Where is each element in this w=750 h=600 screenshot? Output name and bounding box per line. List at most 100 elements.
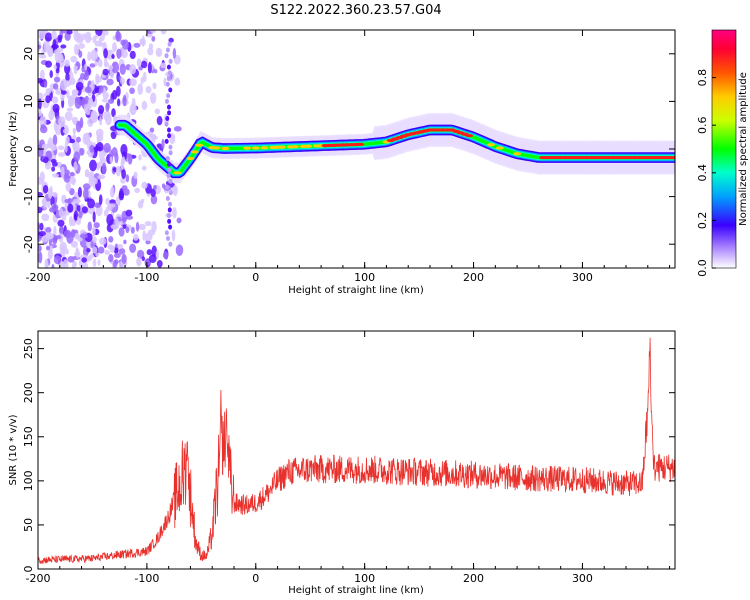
colorbar-gradient bbox=[712, 30, 736, 268]
spectrogram-noise-blob bbox=[109, 245, 115, 253]
spectrogram-noise-blob bbox=[106, 78, 114, 86]
spectrogram-ridge-core bbox=[221, 146, 230, 151]
snr-ylabel: SNR (10 * v/v) bbox=[8, 414, 19, 485]
spectrogram-streak bbox=[165, 156, 170, 162]
spectrogram-noise-blob bbox=[77, 186, 82, 198]
spectrogram-noise-blob bbox=[92, 225, 96, 237]
spectrogram-noise-blob bbox=[113, 247, 119, 254]
spectrogram-noise-blob bbox=[125, 174, 130, 183]
spectrogram-noise-blob bbox=[176, 217, 182, 224]
spectrogram-noise-blob bbox=[112, 259, 118, 268]
spectrogram-noise-blob bbox=[96, 134, 104, 142]
spectrogram-noise-blob bbox=[121, 49, 128, 59]
spectrogram-noise-blob bbox=[47, 45, 54, 58]
spectrogram-streak bbox=[167, 161, 172, 167]
spectrogram-noise-blob bbox=[58, 226, 64, 234]
spectrogram-noise-blob bbox=[145, 86, 152, 94]
spectrogram-y-tick-label: 20 bbox=[22, 47, 35, 61]
spectrogram-noise-blob bbox=[38, 109, 42, 118]
spectrogram-noise-blob bbox=[58, 116, 66, 128]
snr-marks bbox=[38, 337, 675, 565]
spectrogram-noise-blob bbox=[69, 138, 76, 144]
spectrogram-noise-blob bbox=[38, 244, 42, 252]
colorbar-tick-label: 0.6 bbox=[696, 116, 709, 134]
spectrogram-frame bbox=[37, 29, 676, 269]
spectrogram-noise-blob bbox=[104, 250, 111, 255]
spectrogram-noise-blob bbox=[64, 198, 71, 204]
spectrogram-noise-blob bbox=[38, 77, 44, 84]
spectrogram-streak bbox=[166, 104, 171, 110]
spectrogram-noise-blob bbox=[122, 224, 127, 230]
spectrogram-noise-blob bbox=[172, 207, 177, 219]
spectrogram-noise-blob bbox=[121, 217, 127, 224]
colorbar-label: Normalized spectral amplitude bbox=[738, 72, 749, 226]
snr-xlabel: Height of straight line (km) bbox=[288, 585, 424, 596]
snr-x-tick-label: -100 bbox=[134, 572, 159, 585]
spectrogram-noise-blob bbox=[111, 89, 118, 100]
spectrogram-noise-blob bbox=[103, 48, 108, 59]
spectrogram-noise-blob bbox=[38, 176, 45, 185]
spectrogram-noise-blob bbox=[57, 152, 66, 157]
spectrogram-noise-blob bbox=[55, 68, 60, 74]
spectrogram-noise-blob bbox=[66, 89, 70, 99]
colorbar-tick-label: 0.8 bbox=[696, 69, 709, 87]
snr-x-tick-label: 200 bbox=[463, 572, 484, 585]
spectrogram-noise-blob bbox=[140, 76, 144, 85]
spectrogram-noise-blob bbox=[101, 162, 107, 175]
snr-frame bbox=[37, 330, 676, 570]
spectrogram-streak bbox=[168, 241, 173, 247]
spectrogram-noise-blob bbox=[108, 253, 114, 263]
spectrogram-ridge-core bbox=[277, 145, 286, 149]
spectrogram-noise-blob bbox=[72, 127, 77, 135]
spectrogram-noise-blob bbox=[41, 143, 49, 150]
spectrogram-streak bbox=[165, 196, 170, 202]
spectrogram-noise-blob bbox=[116, 48, 122, 59]
spectrogram-noise-blob bbox=[152, 82, 157, 90]
spectrogram-y-tick-label: -10 bbox=[22, 188, 35, 206]
spectrogram-streak bbox=[168, 144, 173, 150]
chart-title: S122.2022.360.23.57.G04 bbox=[270, 3, 441, 18]
spectrogram-noise-blob bbox=[147, 229, 155, 237]
spectrogram-noise-blob bbox=[109, 156, 113, 164]
spectrogram-noise-blob bbox=[96, 141, 104, 152]
spectrogram-noise-blob bbox=[171, 229, 176, 242]
spectrogram-noise-blob bbox=[94, 61, 98, 67]
spectrogram-noise-blob bbox=[116, 30, 121, 40]
spectrogram-noise-blob bbox=[118, 227, 125, 237]
spectrogram-noise-blob bbox=[133, 233, 139, 241]
spectrogram-noise-blob bbox=[146, 249, 153, 256]
spectrogram-noise-blob bbox=[38, 98, 42, 110]
spectrogram-streak bbox=[166, 213, 171, 219]
spectrogram-noise-blob bbox=[89, 159, 97, 172]
spectrogram-streak bbox=[165, 81, 170, 87]
spectrogram-noise-blob bbox=[111, 147, 118, 157]
spectrogram-y-tick-label: 0 bbox=[22, 146, 35, 153]
spectrogram-noise-blob bbox=[129, 243, 137, 253]
spectrogram-noise-blob bbox=[138, 154, 142, 161]
spectrogram-streak bbox=[166, 64, 171, 70]
spectrogram-y-tick-label: -20 bbox=[22, 235, 35, 253]
snr-y-tick-label: 50 bbox=[22, 518, 35, 532]
spectrogram-noise-blob bbox=[102, 98, 108, 103]
spectrogram-noise-blob bbox=[126, 215, 134, 220]
spectrogram-noise-blob bbox=[89, 144, 95, 153]
spectrogram-noise-blob bbox=[172, 47, 177, 59]
spectrogram-noise-blob bbox=[51, 44, 60, 49]
spectrogram-noise-blob bbox=[92, 211, 96, 223]
spectrogram-noise-blob bbox=[79, 233, 88, 239]
spectrogram-noise-blob bbox=[90, 112, 97, 119]
spectrogram-noise-blob bbox=[67, 95, 73, 108]
spectrogram-noise-blob bbox=[117, 98, 121, 107]
spectrogram-noise-blob bbox=[60, 126, 66, 136]
spectrogram-noise-blob bbox=[148, 254, 157, 264]
spectrogram-noise-blob bbox=[150, 92, 157, 104]
spectrogram-noise-blob bbox=[66, 231, 74, 244]
spectrogram-noise-blob bbox=[57, 145, 65, 151]
snr-series-line bbox=[38, 337, 675, 565]
snr-x-tick-label: 0 bbox=[252, 572, 259, 585]
spectrogram-noise-blob bbox=[87, 117, 94, 128]
spectrogram-noise-blob bbox=[81, 206, 89, 214]
spectrogram-noise-blob bbox=[170, 133, 175, 139]
spectrogram-noise-blob bbox=[108, 236, 114, 243]
